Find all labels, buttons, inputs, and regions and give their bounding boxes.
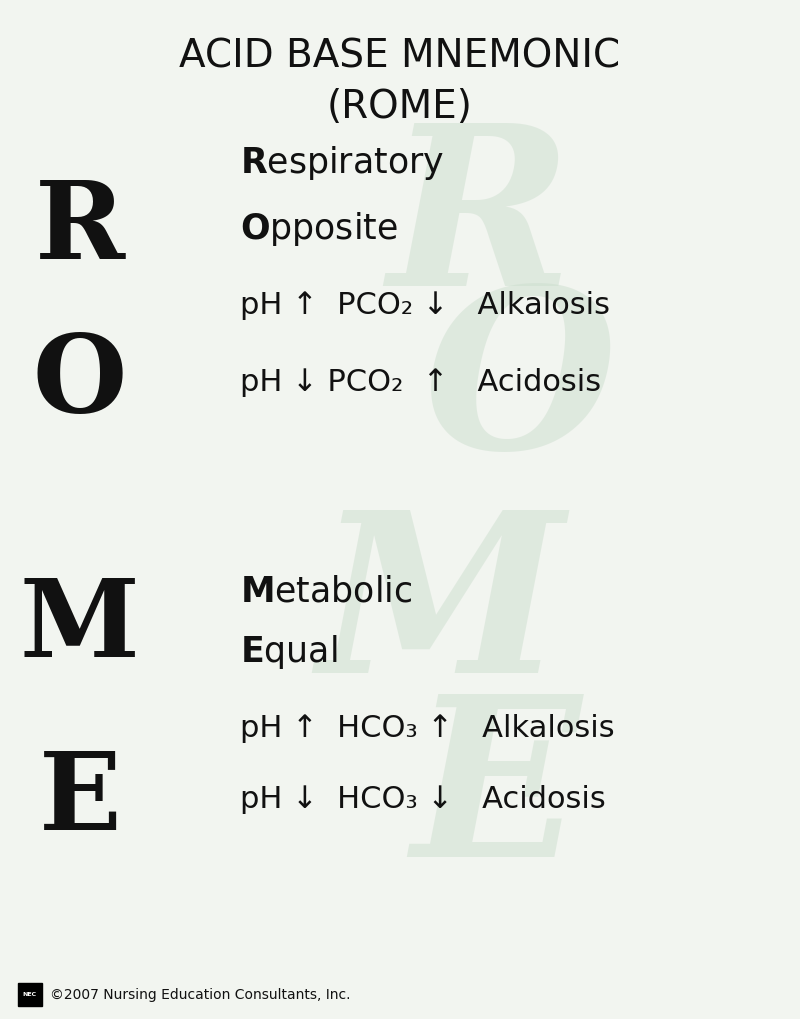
FancyBboxPatch shape bbox=[18, 983, 42, 1006]
Text: ACID BASE MNEMONIC: ACID BASE MNEMONIC bbox=[179, 37, 621, 75]
Text: NEC: NEC bbox=[22, 993, 37, 997]
Text: M: M bbox=[317, 503, 563, 719]
Text: pH ↑  PCO₂ ↓   Alkalosis: pH ↑ PCO₂ ↓ Alkalosis bbox=[240, 291, 610, 320]
Text: E: E bbox=[38, 747, 122, 853]
Text: pH ↓ PCO₂  ↑   Acidosis: pH ↓ PCO₂ ↑ Acidosis bbox=[240, 368, 601, 396]
Text: $\bf{O}$pposite: $\bf{O}$pposite bbox=[240, 210, 398, 249]
Text: $\bf{R}$espiratory: $\bf{R}$espiratory bbox=[240, 144, 444, 182]
Text: pH ↓  HCO₃ ↓   Acidosis: pH ↓ HCO₃ ↓ Acidosis bbox=[240, 786, 606, 814]
Text: M: M bbox=[20, 574, 140, 680]
Text: O: O bbox=[423, 279, 617, 495]
Text: $\bf{M}$etabolic: $\bf{M}$etabolic bbox=[240, 574, 413, 608]
Text: (ROME): (ROME) bbox=[327, 88, 473, 126]
Text: O: O bbox=[33, 329, 127, 435]
Text: pH ↑  HCO₃ ↑   Alkalosis: pH ↑ HCO₃ ↑ Alkalosis bbox=[240, 714, 614, 743]
Text: E: E bbox=[411, 687, 581, 903]
Text: $\bf{E}$qual: $\bf{E}$qual bbox=[240, 633, 338, 672]
Text: R: R bbox=[35, 176, 125, 282]
Text: ©2007 Nursing Education Consultants, Inc.: ©2007 Nursing Education Consultants, Inc… bbox=[50, 987, 350, 1002]
Text: R: R bbox=[388, 116, 572, 332]
